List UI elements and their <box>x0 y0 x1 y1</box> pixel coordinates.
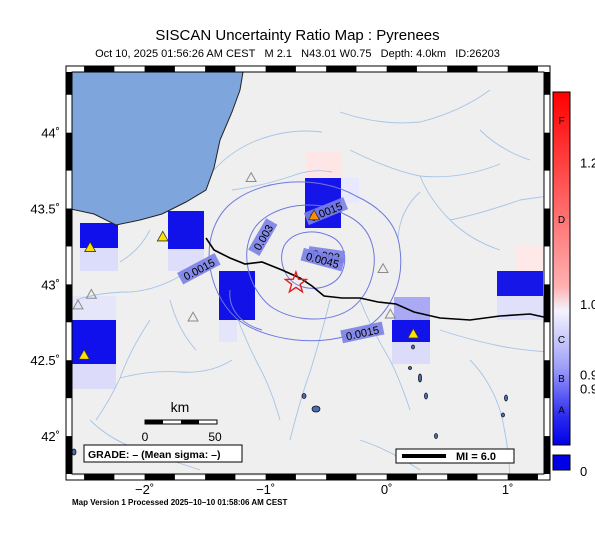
lon-tick-label: −1˚ <box>256 482 275 497</box>
grid-cell <box>516 246 543 271</box>
grade-text: GRADE: – (Mean sigma: –) <box>88 449 220 461</box>
colorbar-grade-letter: A <box>558 406 565 417</box>
lakes <box>72 344 508 456</box>
country-border <box>205 237 544 321</box>
grid-cell <box>80 248 118 271</box>
epicenter <box>283 269 309 294</box>
station-active-marker <box>407 327 420 339</box>
grid-cell <box>306 152 341 177</box>
grid-cell <box>168 211 204 249</box>
lat-tick-label: 44˚ <box>41 126 60 141</box>
map-title: SISCAN Uncertainty Ratio Map : Pyrenees <box>155 27 440 44</box>
grid-cell <box>392 320 430 342</box>
lat-tick-label: 43.5˚ <box>30 202 60 217</box>
colorbar-grade-letter: F <box>558 116 564 127</box>
colorbar-grade-letter: B <box>558 374 565 385</box>
grid-cell <box>72 364 116 389</box>
station-inactive-marker <box>187 311 199 322</box>
mi-text: MI = 6.0 <box>456 451 496 463</box>
grade-box: GRADE: – (Mean sigma: –) <box>83 444 243 463</box>
station-active-marker <box>78 348 91 360</box>
grid-cell <box>72 296 116 320</box>
station-active-marker <box>307 209 321 221</box>
mi-box: MI = 6.0 <box>395 448 515 464</box>
colorbar-ramp <box>552 91 571 446</box>
lat-tick-label: 42˚ <box>41 429 60 444</box>
colorbar-value-label: 0.9 <box>580 382 595 397</box>
scale-bar: km 0 50 <box>142 399 222 444</box>
scale-bar-unit: km <box>171 399 190 415</box>
uncertainty-grid <box>72 152 543 389</box>
event-info-line: Oct 10, 2025 01:56:26 AM CEST M 2.1 N43.… <box>0 48 595 60</box>
grid-cell <box>80 223 118 248</box>
station-inactive-marker <box>245 171 257 182</box>
station-inactive-marker <box>72 299 84 310</box>
event-location: N43.01 W0.75 <box>301 48 372 60</box>
event-id: ID:26203 <box>455 48 500 60</box>
colorbar-value-label: 1.2 <box>580 156 595 171</box>
grid-cell <box>394 297 430 320</box>
lon-tick-label: 1˚ <box>502 482 514 497</box>
grid-cell <box>219 271 255 320</box>
colorbar-zero-swatch <box>552 454 571 471</box>
event-depth: Depth: 4.0km <box>380 48 447 60</box>
lat-tick-label: 42.5˚ <box>30 353 60 368</box>
colorbar-grade-letter: D <box>558 215 565 226</box>
sea <box>72 72 244 226</box>
station-inactive-marker <box>377 262 389 274</box>
epicenter-star-icon <box>283 269 309 294</box>
colorbar-value-label: 1.0 <box>580 297 595 312</box>
grid-cell <box>72 320 116 364</box>
station-active-marker <box>84 241 97 252</box>
station-active-marker <box>156 230 169 242</box>
scale-bar-label-0: 0 <box>142 430 149 444</box>
lat-tick-label: 43˚ <box>41 277 60 292</box>
lon-tick-label: −2˚ <box>135 482 154 497</box>
grid-cell <box>497 271 543 296</box>
station-inactive-marker <box>85 288 98 299</box>
colorbar-grade-letter: C <box>558 335 565 346</box>
grid-cell <box>341 178 359 203</box>
colorbar-value-label: 0 <box>580 464 587 479</box>
colorbar-value-label: 0.9 <box>580 367 595 382</box>
processing-footer: Map Version 1 Processed 2025–10–10 01:58… <box>72 498 288 507</box>
stations <box>72 171 420 360</box>
lon-tick-label: 0˚ <box>381 482 393 497</box>
grid-cell <box>392 342 430 364</box>
grid-cell <box>219 320 237 342</box>
event-date: Oct 10, 2025 01:56:26 AM CEST <box>95 48 256 60</box>
colorbar: 1.2 1.0 0.90.9 0 F D C B A <box>552 91 595 479</box>
scale-bar-label-50: 50 <box>208 430 222 444</box>
station-inactive-marker <box>384 308 397 319</box>
axis-labels: −2˚ −1˚ 0˚ 1˚ 42˚ 42.5˚ 43˚ 43.5˚ 44˚ <box>30 126 513 497</box>
event-magnitude: M 2.1 <box>264 48 292 60</box>
map-frame <box>65 65 551 481</box>
